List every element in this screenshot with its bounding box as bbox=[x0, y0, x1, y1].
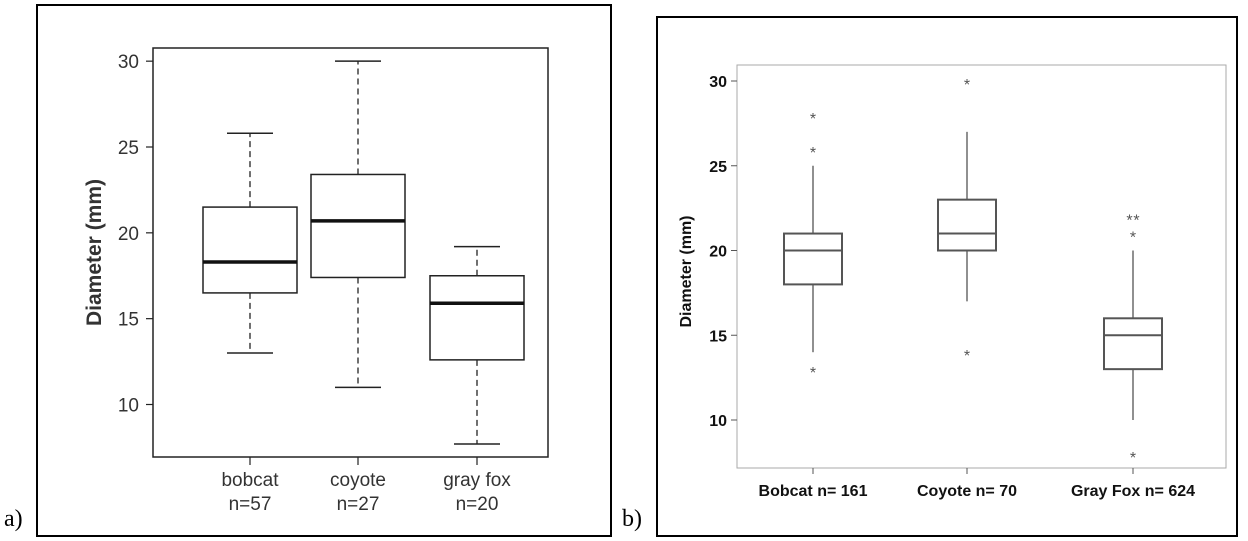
x-tick-sublabel: n=27 bbox=[337, 494, 380, 515]
x-tick-sublabel: n=20 bbox=[456, 494, 499, 515]
plot-frame bbox=[736, 64, 1227, 469]
y-tick-label: 30 bbox=[709, 74, 727, 91]
x-tick-label: Gray Fox n= 624 bbox=[1071, 483, 1195, 500]
box bbox=[937, 198, 997, 252]
y-tick-label: 10 bbox=[118, 396, 139, 417]
outlier-point: * bbox=[964, 77, 970, 94]
y-tick-label: 15 bbox=[709, 328, 727, 345]
box bbox=[310, 173, 406, 279]
box bbox=[429, 275, 525, 361]
y-tick-label: 15 bbox=[118, 310, 139, 331]
y-tick-label: 25 bbox=[709, 159, 727, 176]
x-tick-label: coyote bbox=[330, 470, 386, 491]
box bbox=[783, 232, 843, 286]
x-tick-label: bobcat bbox=[221, 470, 279, 491]
chart-b-panel: 10 15 20 25 30 Diameter (mm) * * * Bobcat n= 161 *… bbox=[656, 16, 1238, 537]
x-tick-sublabel: n=57 bbox=[229, 494, 272, 515]
plot-frame bbox=[152, 47, 549, 458]
x-tick-label: Coyote n= 70 bbox=[917, 483, 1017, 500]
chart-a-panel: 10 15 20 25 30 Diameter (mm) bobcat n=57 coyote n… bbox=[36, 4, 612, 537]
y-tick-label: 10 bbox=[709, 413, 727, 430]
y-axis-label: Diameter (mm) bbox=[83, 179, 106, 326]
outlier-point: * bbox=[810, 145, 816, 162]
y-tick-label: 20 bbox=[709, 244, 727, 261]
outlier-point: * bbox=[1130, 450, 1136, 467]
outlier-point: * bbox=[964, 348, 970, 365]
panel-label-a: a) bbox=[4, 506, 23, 532]
x-tick-label: Bobcat n= 161 bbox=[759, 483, 868, 500]
x-tick-label: gray fox bbox=[443, 470, 511, 491]
outlier-point: * bbox=[1130, 230, 1136, 247]
outlier-point: * bbox=[1133, 213, 1139, 230]
outlier-point: * bbox=[1126, 213, 1132, 230]
box bbox=[1103, 317, 1163, 371]
panel-label-b: b) bbox=[622, 506, 642, 532]
outlier-point: * bbox=[810, 365, 816, 382]
y-axis-label: Diameter (mm) bbox=[678, 215, 695, 327]
y-tick-label: 20 bbox=[118, 224, 139, 245]
outlier-point: * bbox=[810, 111, 816, 128]
y-tick-label: 25 bbox=[118, 138, 139, 159]
box bbox=[202, 206, 298, 294]
chart-a: 10 15 20 25 30 Diameter (mm) bobcat n=57 coyote n… bbox=[83, 47, 549, 515]
y-tick-label: 30 bbox=[118, 52, 139, 73]
